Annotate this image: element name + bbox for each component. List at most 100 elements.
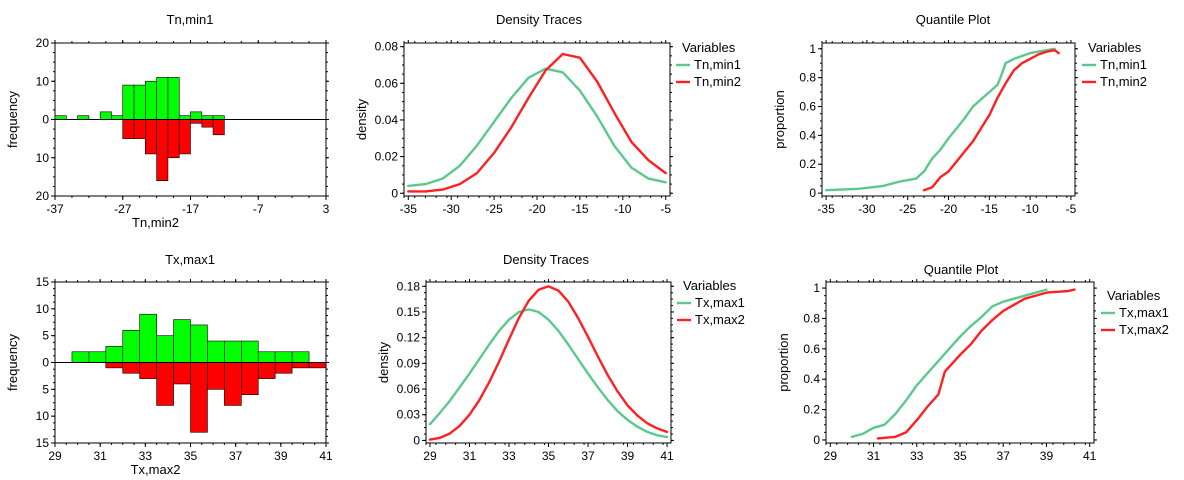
hist1-bar-down — [145, 119, 157, 155]
hist2-y-tick-label: 5 — [42, 382, 49, 396]
quantile2-y-tick-label: 0.8 — [803, 311, 820, 325]
quantile2-y-tick-label: 0.2 — [803, 403, 820, 417]
density2-y-tick-label: 0.06 — [397, 382, 421, 396]
hist2-bar-up — [88, 351, 107, 363]
quantile2-series-line — [850, 288, 1048, 439]
hist2-bar-down — [308, 362, 327, 369]
hist1-title: Tn,min1 — [167, 12, 214, 27]
quantile2-title: Quantile Plot — [924, 262, 999, 277]
quantile2-x-tick-label: 31 — [867, 449, 881, 463]
quantile2-x-tick-label: 33 — [910, 449, 924, 463]
hist1-bar-up — [178, 115, 191, 120]
hist2-bar-up — [173, 319, 191, 363]
density2-y-tick-label: 0.09 — [397, 356, 421, 370]
quantile2-y-tick-label: 0.4 — [803, 372, 820, 386]
density1-legend-title: Variables — [682, 40, 736, 55]
hist2-bar-down — [241, 362, 259, 396]
density2-y-tick-label: 0.03 — [397, 408, 421, 422]
quantile2-x-tick-label: 29 — [824, 449, 838, 463]
density1-plot-frame — [403, 42, 671, 197]
density1-y-tick-label: 0.02 — [375, 150, 399, 164]
quantile1-legend-title: Variables — [1088, 40, 1142, 55]
hist2-x-tick-label: 29 — [48, 449, 62, 463]
hist1-x-tick-label: 3 — [323, 202, 330, 216]
density1-y-axis-label: density — [354, 98, 369, 140]
density1-x-tick-label: -10 — [614, 202, 632, 216]
density1-y-tick-label: 0.08 — [375, 40, 399, 54]
hist2-y-tick-label: 0 — [42, 356, 49, 370]
hist2-bar-up — [274, 351, 293, 363]
hist1-y-tick-label: 10 — [36, 151, 50, 165]
hist1-bar-up — [54, 115, 67, 120]
quantile1-x-tick-label: -20 — [940, 202, 958, 216]
hist1-bar-up — [156, 77, 169, 120]
density2-plot-frame — [425, 281, 672, 444]
hist1-bar-down — [190, 119, 203, 124]
hist2-bar-up — [71, 351, 90, 363]
hist1-bar-up — [190, 111, 203, 120]
quantile1-title: Quantile Plot — [916, 12, 991, 27]
density2-x-tick-label: 37 — [581, 449, 595, 463]
hist2-x-axis-label: Tx,max2 — [131, 462, 181, 477]
quantile2-x-tick-label: 39 — [1040, 449, 1054, 463]
hist2-y-tick-label: 5 — [42, 329, 49, 343]
quantile1-y-tick-label: 1 — [809, 42, 816, 56]
hist1-bar-down — [133, 119, 146, 139]
hist2-bar-down — [190, 362, 208, 433]
density1-x-tick-label: -20 — [528, 202, 546, 216]
hist2-bar-down — [291, 362, 310, 369]
hist2-bar-down — [105, 362, 124, 369]
quantile1-x-tick-label: -15 — [981, 202, 999, 216]
density2-legend-title: Variables — [683, 278, 737, 293]
density1-y-tick-label: 0.04 — [375, 113, 399, 127]
density1-x-tick-label: -5 — [660, 202, 671, 216]
hist2-bar-down — [224, 362, 242, 406]
hist1-y-tick-label: 0 — [42, 113, 49, 127]
quantile2-series-line — [876, 288, 1076, 440]
hist1-x-tick-label: -7 — [253, 202, 264, 216]
quantile2-y-tick-label: 0 — [813, 433, 820, 447]
hist2-x-tick-label: 41 — [319, 449, 333, 463]
hist2-y-axis-label: frequency — [5, 333, 20, 391]
hist2-bar-up — [257, 351, 276, 363]
quantile2-x-tick-label: 41 — [1083, 449, 1097, 463]
hist1-y-axis-label: frequency — [5, 90, 20, 148]
hist2-x-tick-label: 33 — [139, 449, 153, 463]
density1-chart: Density Traces -35 -30 -25 -20 -15 -10 -5 0 0.02 0… — [354, 12, 741, 216]
quantile1-x-tick-label: -35 — [817, 202, 835, 216]
hist2-bar-down — [156, 362, 174, 406]
density1-series-line — [407, 52, 667, 193]
hist1-x-axis-label: Tn,min2 — [132, 215, 179, 230]
hist1-bar-down — [122, 119, 135, 139]
density2-x-tick-label: 41 — [660, 449, 674, 463]
quantile1-y-tick-label: 0.2 — [799, 157, 816, 171]
quantile1-series-line — [824, 47, 1056, 192]
hist1-chart: Tn,min1 -37 -27 -17 -7 3 20 10 0 10 20 frequency Tn,… — [5, 12, 330, 230]
hist2-bar-down — [173, 362, 191, 385]
quantile2-chart: Quantile Plot 29 31 33 35 37 39 41 0 0.2 0.4 0.6 0.8… — [776, 262, 1169, 463]
hist2-y-tick-label: 15 — [36, 275, 50, 289]
density1-series-line — [407, 67, 667, 188]
density1-legend-entry: Tn,min2 — [694, 74, 741, 89]
hist1-bar-up — [145, 80, 157, 120]
hist2-x-tick-label: 39 — [274, 449, 288, 463]
density1-x-tick-label: -35 — [400, 202, 418, 216]
hist1-bar-up — [133, 84, 146, 120]
hist1-bar-down — [201, 119, 214, 128]
hist1-bar-down — [212, 119, 225, 136]
quantile1-chart: Quantile Plot -35 -30 -25 -20 -15 -10 -5 0 0.2 0.4… — [772, 12, 1147, 216]
hist2-bar-up — [190, 324, 208, 363]
hist2-bar-down — [207, 362, 225, 390]
hist1-bar-up — [111, 115, 124, 120]
hist2-y-tick-label: 10 — [36, 302, 50, 316]
quantile1-legend-entry: Tn,min1 — [1100, 57, 1147, 72]
density2-y-tick-label: 0 — [413, 433, 420, 447]
density1-legend-entry: Tn,min1 — [694, 57, 741, 72]
density2-x-tick-label: 31 — [463, 449, 477, 463]
hist1-bar-up — [99, 111, 112, 120]
density2-y-axis-label: density — [376, 341, 391, 383]
hist2-bar-down — [139, 362, 157, 379]
hist1-bar-down — [156, 119, 169, 182]
hist2-title: Tx,max1 — [165, 252, 215, 267]
hist1-bar-down — [167, 119, 180, 159]
